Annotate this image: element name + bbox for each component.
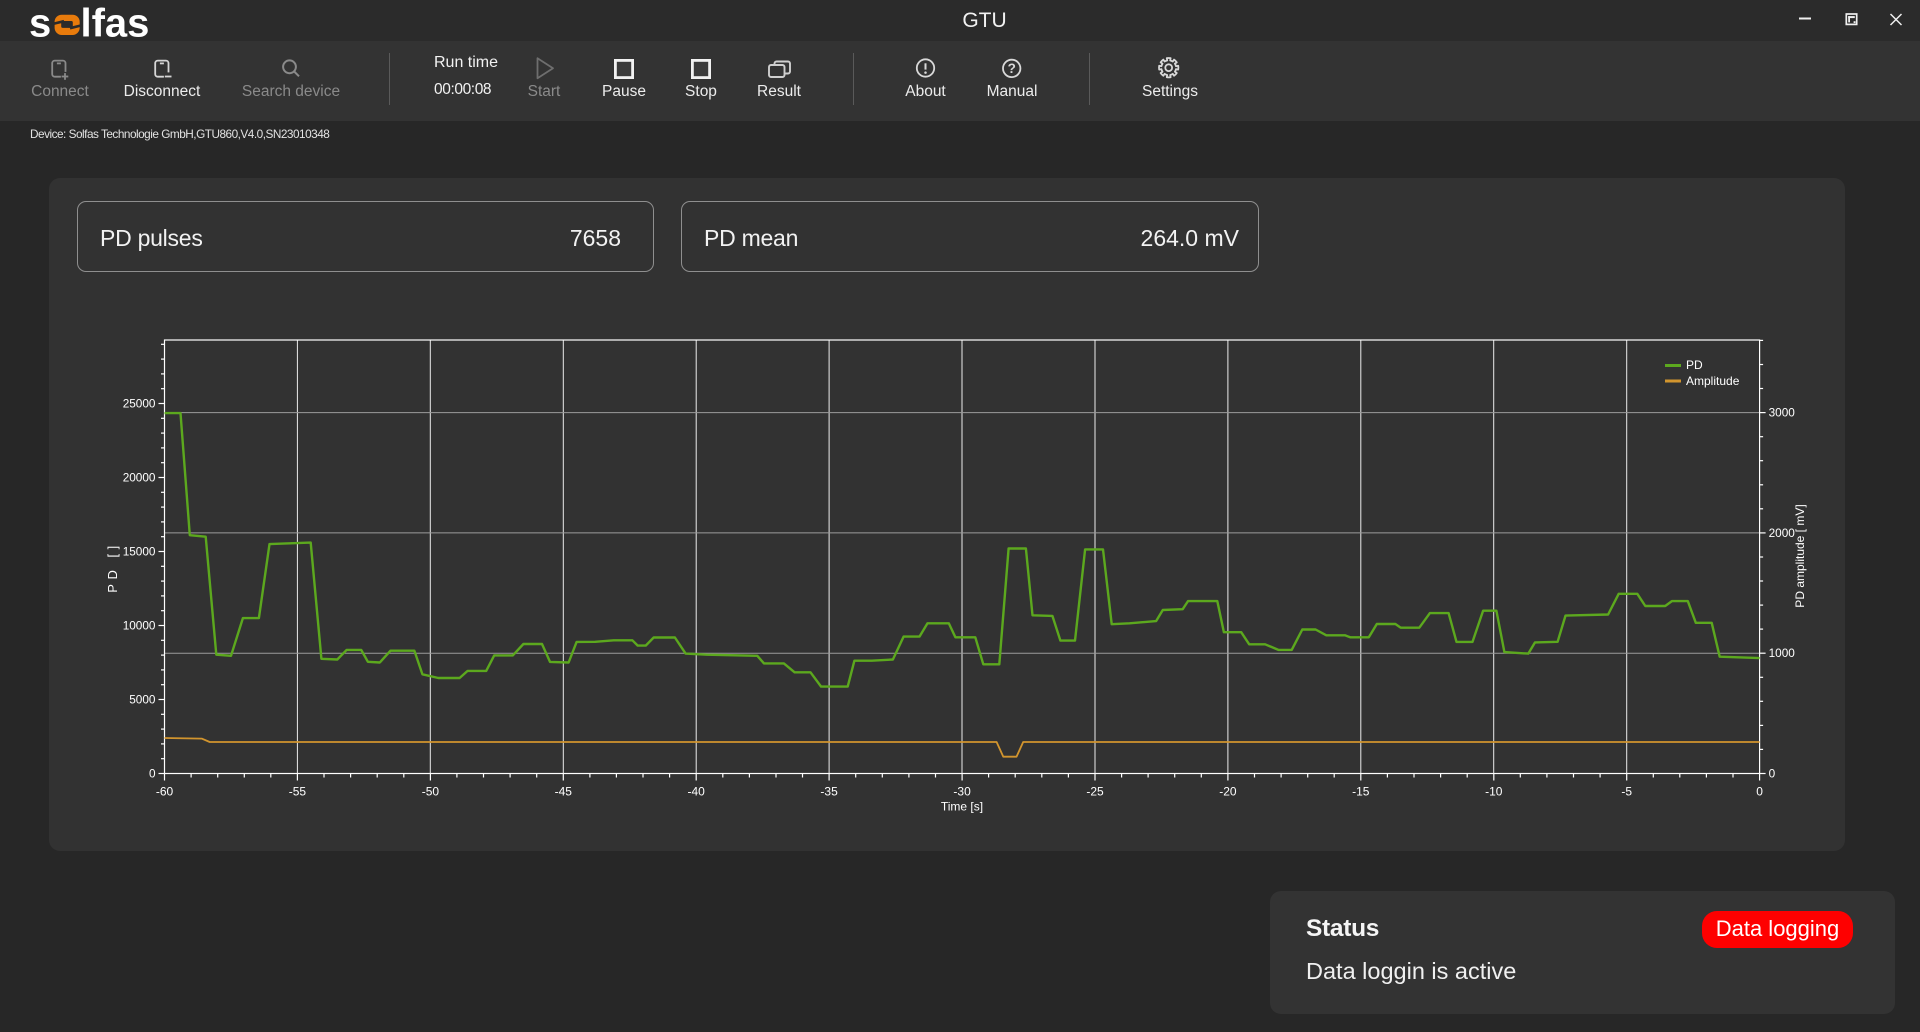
svg-text:-20: -20 [1219, 785, 1237, 799]
svg-text:PD amplitude [ mV]: PD amplitude [ mV] [1793, 504, 1807, 607]
svg-text:Amplitude: Amplitude [1686, 374, 1740, 388]
svg-text:-25: -25 [1086, 785, 1104, 799]
svg-text:-45: -45 [555, 785, 573, 799]
svg-text:1000: 1000 [1769, 646, 1796, 660]
svg-text:?: ? [1008, 61, 1016, 76]
svg-text:PD: PD [1686, 358, 1703, 372]
svg-text:-60: -60 [156, 785, 174, 799]
svg-text:-35: -35 [820, 785, 838, 799]
svg-text:10000: 10000 [123, 619, 156, 633]
svg-text:25000: 25000 [123, 397, 156, 411]
svg-text:15000: 15000 [123, 545, 156, 559]
svg-text:-55: -55 [289, 785, 307, 799]
svg-text:-5: -5 [1621, 785, 1632, 799]
svg-text:0: 0 [1756, 785, 1763, 799]
svg-text:5000: 5000 [129, 693, 156, 707]
svg-text:0: 0 [149, 767, 156, 781]
svg-text:0: 0 [1769, 767, 1776, 781]
svg-text:-40: -40 [688, 785, 706, 799]
svg-text:-30: -30 [953, 785, 971, 799]
svg-text:s: s [29, 1, 51, 42]
svg-text:Time [s]: Time [s] [941, 800, 983, 814]
svg-text:-50: -50 [422, 785, 440, 799]
svg-text:3000: 3000 [1769, 406, 1796, 420]
svg-text:-10: -10 [1485, 785, 1503, 799]
svg-text:2000: 2000 [1769, 526, 1796, 540]
svg-text:-15: -15 [1352, 785, 1370, 799]
svg-text:PD []: PD [] [105, 541, 120, 592]
svg-text:20000: 20000 [123, 471, 156, 485]
svg-text:lfas: lfas [81, 1, 150, 42]
